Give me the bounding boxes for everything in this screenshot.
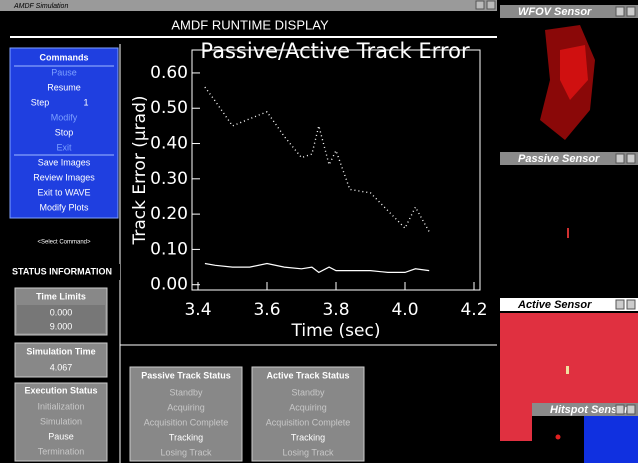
command-button[interactable]: Modify [51, 112, 78, 122]
sim-time: 4.067 [50, 362, 73, 372]
window-button[interactable] [616, 154, 624, 163]
command-button[interactable]: Modify Plots [39, 202, 89, 212]
step-value[interactable]: 1 [83, 97, 88, 107]
status-item: Simulation [40, 416, 82, 426]
command-button[interactable]: Stop [55, 127, 74, 137]
status-item: Acquiring [289, 402, 327, 412]
window-button[interactable] [627, 7, 635, 16]
status-item: Losing Track [282, 447, 334, 457]
window-button[interactable] [627, 300, 635, 309]
box-title: Simulation Time [26, 346, 95, 356]
passive-target [567, 228, 569, 238]
sensor-title: Passive Sensor [518, 153, 600, 165]
box-title: Execution Status [24, 385, 97, 395]
command-button[interactable]: Resume [47, 82, 81, 92]
x-tick-label: 3.6 [253, 300, 280, 320]
command-button[interactable]: Save Images [38, 157, 91, 167]
hitspot-panel [584, 416, 638, 463]
y-tick-label: 0.20 [150, 204, 188, 224]
time-limit: 0.000 [50, 307, 73, 317]
window-button[interactable] [616, 300, 624, 309]
status-item: Termination [38, 446, 85, 456]
status-item: Initialization [37, 401, 84, 411]
x-axis-label: Time (sec) [291, 321, 381, 341]
status-item: Pause [48, 431, 74, 441]
x-tick-label: 3.8 [322, 300, 349, 320]
status-title: STATUS INFORMATION [12, 266, 112, 276]
status-item: Standby [291, 387, 325, 397]
command-button[interactable]: Review Images [33, 172, 95, 182]
x-tick-label: 4.2 [460, 300, 487, 320]
chart-title: Passive/Active Track Error [200, 39, 470, 63]
status-item: Acquiring [167, 402, 205, 412]
window-title: AMDF Simulation [13, 3, 68, 10]
command-button[interactable]: Step [31, 97, 50, 107]
y-tick-label: 0.00 [150, 275, 188, 295]
x-tick-label: 3.4 [184, 300, 211, 320]
window-button[interactable] [616, 7, 624, 16]
y-tick-label: 0.60 [150, 63, 188, 83]
status-item: Acquisition Complete [266, 417, 351, 427]
prompt: <Select Command> [37, 240, 91, 246]
maximize-button[interactable] [487, 1, 495, 9]
title-bar [0, 0, 497, 11]
window-button[interactable] [627, 405, 635, 414]
status-item: Tracking [291, 432, 325, 442]
y-tick-label: 0.50 [150, 98, 188, 118]
time-limit: 9.000 [50, 321, 73, 331]
screen: AMDF Simulation AMDF RUNTIME DISPLAY Com… [0, 0, 638, 463]
sensor-title: WFOV Sensor [518, 6, 592, 18]
commands-title: Commands [39, 52, 88, 62]
y-tick-label: 0.40 [150, 134, 188, 154]
status-item: Losing Track [160, 447, 212, 457]
command-button[interactable]: Exit [56, 142, 72, 152]
status-item: Tracking [169, 432, 203, 442]
box-title: Time Limits [36, 291, 86, 301]
window-button[interactable] [627, 154, 635, 163]
hitspot-dot [556, 435, 561, 440]
x-tick-label: 4.0 [391, 300, 418, 320]
y-axis-label: Track Error (μrad) [130, 95, 150, 245]
box-title: Passive Track Status [141, 370, 231, 380]
active-target [566, 366, 569, 374]
header: AMDF RUNTIME DISPLAY [171, 17, 329, 32]
sensor-title: Active Sensor [517, 299, 592, 311]
window-button[interactable] [616, 405, 624, 414]
status-item: Acquisition Complete [144, 417, 229, 427]
command-button[interactable]: Pause [51, 67, 77, 77]
box-title: Active Track Status [266, 370, 349, 380]
command-button[interactable]: Exit to WAVE [37, 187, 90, 197]
status-item: Standby [169, 387, 203, 397]
minimize-button[interactable] [476, 1, 484, 9]
y-tick-label: 0.30 [150, 169, 188, 189]
y-tick-label: 0.10 [150, 239, 188, 259]
